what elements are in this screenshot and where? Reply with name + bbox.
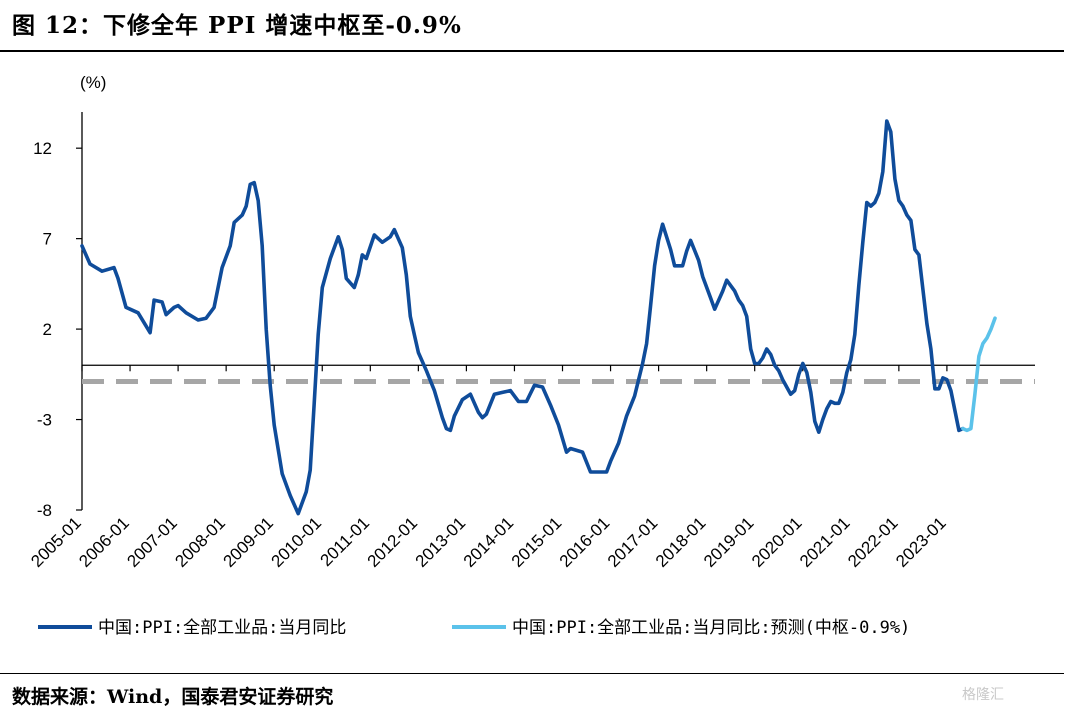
- x-tick-label: 2013-01: [412, 513, 470, 571]
- x-tick-label: 2020-01: [748, 513, 806, 571]
- y-tick-label: 12: [33, 139, 52, 158]
- series-line-forecast: [961, 316, 997, 433]
- x-tick-label: 2007-01: [123, 513, 181, 571]
- x-tick-label: 2018-01: [652, 513, 710, 571]
- title-divider: [0, 50, 1064, 52]
- page-title: 图 12：下修全年 PPI 增速中枢至-0.9%: [12, 12, 462, 39]
- footer-divider: [0, 673, 1064, 674]
- y-tick-label: 7: [43, 230, 52, 249]
- x-tick-label: 2017-01: [604, 513, 662, 571]
- y-axis-unit-label: (%): [80, 73, 106, 92]
- series-line-actual: [80, 119, 965, 516]
- x-tick-label: 2014-01: [460, 513, 518, 571]
- chart-legend: 中国:PPI:全部工业品:当月同比 中国:PPI:全部工业品:当月同比:预测(中…: [38, 618, 910, 638]
- x-tick-label: 2009-01: [219, 513, 277, 571]
- x-tick-label: 2010-01: [268, 513, 326, 571]
- x-tick-label: 2005-01: [27, 513, 85, 571]
- x-tick-label: 2016-01: [556, 513, 614, 571]
- legend-label-forecast: 中国:PPI:全部工业品:当月同比:预测(中枢-0.9%): [512, 618, 910, 638]
- x-tick-label: 2021-01: [796, 513, 854, 571]
- y-tick-label: 2: [43, 320, 52, 339]
- x-tick-label: 2023-01: [892, 513, 950, 571]
- x-tick-label: 2015-01: [508, 513, 566, 571]
- legend-label-actual: 中国:PPI:全部工业品:当月同比: [98, 618, 346, 638]
- y-tick-label: -8: [37, 501, 52, 520]
- x-tick-label: 2022-01: [844, 513, 902, 571]
- ppi-line-chart: (%) 12 7 2 -3 -82005-012006-012007-012008-01…: [27, 73, 1035, 638]
- chart-axes: 12 7 2 -3 -82005-012006-012007-012008-012009…: [27, 112, 1035, 571]
- x-tick-label: 2012-01: [364, 513, 422, 571]
- x-tick-label: 2008-01: [171, 513, 229, 571]
- data-source-note: 数据来源：Wind，国泰君安证券研究: [12, 686, 334, 708]
- y-tick-label: -3: [37, 411, 52, 430]
- x-tick-label: 2011-01: [316, 513, 373, 570]
- watermark: 格隆汇: [962, 687, 1004, 703]
- x-tick-label: 2019-01: [700, 513, 758, 571]
- chart-series-layer: [80, 119, 1035, 516]
- x-tick-label: 2006-01: [75, 513, 133, 571]
